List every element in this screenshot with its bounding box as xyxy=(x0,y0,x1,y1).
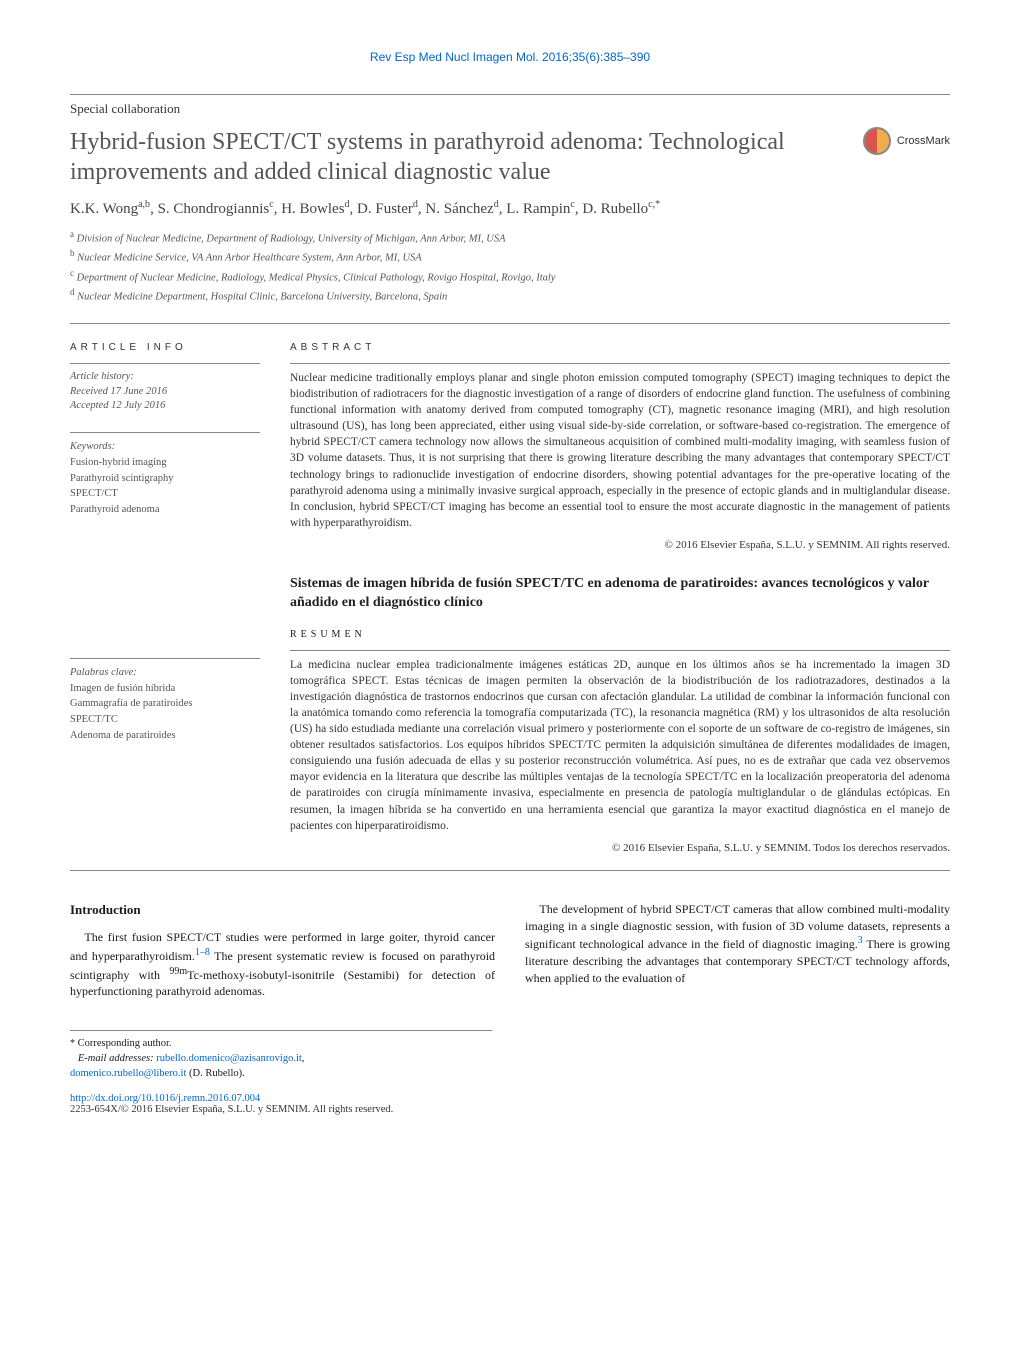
abstract-en: Nuclear medicine traditionally employs p… xyxy=(290,370,950,531)
corresponding-author-footnote: * Corresponding author. E-mail addresses… xyxy=(70,1030,492,1081)
rule-top xyxy=(70,94,950,95)
keyword: SPECT/CT xyxy=(70,488,118,499)
issn-copyright: 2253-654X/© 2016 Elsevier España, S.L.U.… xyxy=(70,1104,393,1115)
palabra: SPECT/TC xyxy=(70,714,118,725)
email-link-1[interactable]: rubello.domenico@azisanrovigo.it xyxy=(156,1053,302,1064)
keyword: Fusion-hybrid imaging xyxy=(70,457,167,468)
keywords-block: Keywords: Fusion-hybrid imaging Parathyr… xyxy=(70,439,260,518)
article-type: Special collaboration xyxy=(70,101,950,117)
doi-link[interactable]: http://dx.doi.org/10.1016/j.remn.2016.07… xyxy=(70,1093,260,1104)
corresponding-label: Corresponding author. xyxy=(78,1038,172,1049)
crossmark-badge[interactable]: CrossMark xyxy=(863,127,950,155)
authors-line: K.K. Wonga,b, S. Chondrogiannisc, H. Bow… xyxy=(70,199,950,218)
doi-block: http://dx.doi.org/10.1016/j.remn.2016.07… xyxy=(70,1093,950,1115)
intro-heading: Introduction xyxy=(70,901,495,919)
journal-reference: Rev Esp Med Nucl Imagen Mol. 2016;35(6):… xyxy=(70,50,950,64)
history-accepted: Accepted 12 July 2016 xyxy=(70,400,165,411)
abstract-label: ABSTRACT xyxy=(290,342,950,353)
intro-p1-b: The present xyxy=(210,949,272,963)
palabra: Adenoma de paratiroides xyxy=(70,730,176,741)
isotope-sup: 99m xyxy=(169,966,187,977)
abstract-es: La medicina nuclear emplea tradicionalme… xyxy=(290,657,950,834)
ref-link-1-8[interactable]: 1–8 xyxy=(195,947,210,958)
keyword: Parathyroid adenoma xyxy=(70,504,160,515)
intro-para-2: The development of hybrid SPECT/CT camer… xyxy=(525,901,950,987)
palabras-label: Palabras clave: xyxy=(70,665,260,681)
title-es: Sistemas de imagen híbrida de fusión SPE… xyxy=(290,575,950,613)
copyright-en: © 2016 Elsevier España, S.L.U. y SEMNIM.… xyxy=(290,539,950,551)
rule-palabras-top xyxy=(70,658,260,659)
history-received: Received 17 June 2016 xyxy=(70,386,167,397)
rule-keywords-top xyxy=(70,432,260,433)
rule-resumen xyxy=(290,650,950,651)
palabras-block: Palabras clave: Imagen de fusión híbrida… xyxy=(70,665,260,744)
affiliations: a Division of Nuclear Medicine, Departme… xyxy=(70,228,950,305)
body-columns: Introduction The first fusion SPECT/CT s… xyxy=(70,901,950,1000)
intro-para-1: The first fusion SPECT/CT studies were p… xyxy=(70,929,495,1000)
email-link-2[interactable]: domenico.rubello@libero.it xyxy=(70,1068,186,1079)
footnote-author: (D. Rubello). xyxy=(189,1068,245,1079)
history-label: Article history: xyxy=(70,370,260,385)
email-label: E-mail addresses: xyxy=(78,1053,154,1064)
article-info-label: ARTICLE INFO xyxy=(70,342,260,353)
footnote-star: * xyxy=(70,1038,75,1049)
keyword: Parathyroid scintigraphy xyxy=(70,473,174,484)
rule-mid xyxy=(70,323,950,324)
palabra: Gammagrafía de paratiroides xyxy=(70,698,192,709)
keywords-label: Keywords: xyxy=(70,439,260,455)
rule-bottom xyxy=(70,870,950,871)
crossmark-label: CrossMark xyxy=(897,135,950,147)
palabra: Imagen de fusión híbrida xyxy=(70,683,175,694)
article-history: Article history: Received 17 June 2016 A… xyxy=(70,370,260,414)
article-title: Hybrid-fusion SPECT/CT systems in parath… xyxy=(70,127,863,187)
rule-abstract xyxy=(290,363,950,364)
rule-info xyxy=(70,363,260,364)
copyright-es: © 2016 Elsevier España, S.L.U. y SEMNIM.… xyxy=(290,842,950,854)
resumen-label: RESUMEN xyxy=(290,629,950,640)
crossmark-icon xyxy=(863,127,891,155)
